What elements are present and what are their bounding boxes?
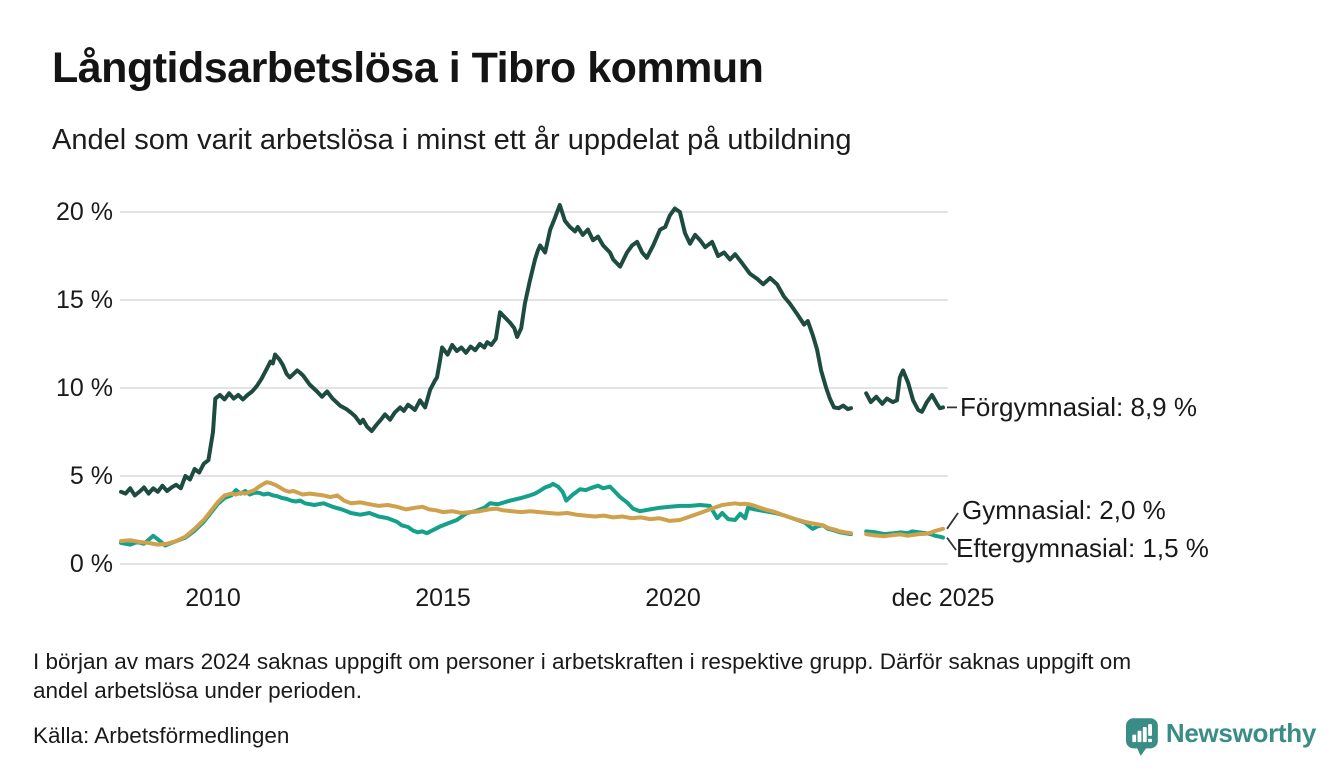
x-tick-label: 2020 — [645, 584, 701, 612]
y-tick-label: 0 % — [69, 550, 113, 578]
series-end-label-eftergymnasial: Eftergymnasial: 1,5 % — [956, 533, 1209, 563]
series-line-eftergymnasial — [864, 529, 945, 540]
series-line-eftergymnasial — [119, 481, 853, 548]
brand-wordmark: Newsworthy — [1165, 718, 1316, 748]
page-subtitle: Andel som varit arbetslösa i minst ett å… — [52, 124, 852, 156]
y-tick-label: 20 % — [56, 198, 113, 226]
series-line-förgymnasial — [119, 203, 853, 498]
source-text: Källa: Arbetsförmedlingen — [33, 723, 290, 748]
series-end-label-forgymnasial: Förgymnasial: 8,9 % — [960, 392, 1197, 422]
label-connector — [946, 537, 957, 551]
series-end-label-gymnasial: Gymnasial: 2,0 % — [962, 495, 1166, 525]
footnote-line-2: andel arbetslösa under perioden. — [33, 677, 362, 703]
newsworthy-logo-icon — [1126, 718, 1158, 756]
x-tick-label: 2015 — [415, 584, 471, 612]
brand: Newsworthy — [1126, 715, 1316, 765]
x-tick-label: dec 2025 — [891, 584, 995, 612]
y-tick-label: 15 % — [56, 286, 113, 314]
footnote-line-1: I början av mars 2024 saknas uppgift om … — [33, 649, 1132, 674]
x-tick-label: 2010 — [185, 584, 241, 612]
footnote: I början av mars 2024 saknas uppgift om … — [33, 648, 1303, 705]
series-line-gymnasial — [864, 526, 945, 539]
y-tick-label: 5 % — [69, 462, 113, 490]
y-tick-label: 10 % — [56, 374, 113, 402]
series-line-gymnasial — [119, 480, 853, 547]
series-line-förgymnasial — [864, 368, 945, 414]
page-title: Långtidsarbetslösa i Tibro kommun — [52, 44, 764, 92]
label-connector — [946, 512, 959, 530]
